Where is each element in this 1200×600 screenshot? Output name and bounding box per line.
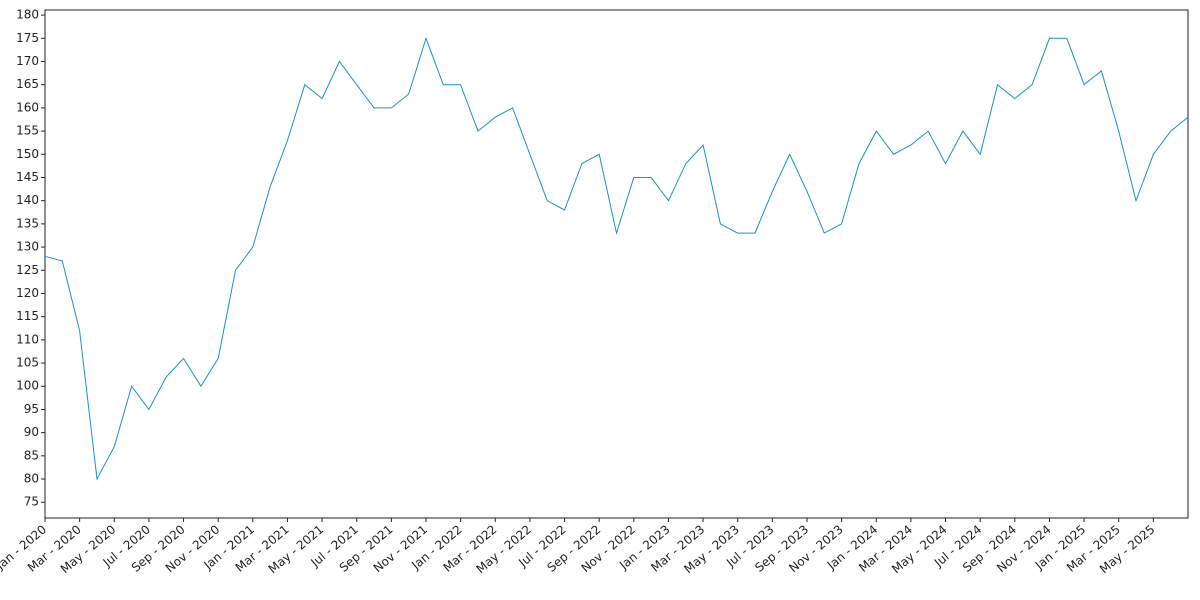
y-tick-label: 140: [16, 193, 39, 207]
y-tick-label: 160: [16, 100, 39, 114]
y-tick-label: 155: [16, 124, 39, 138]
y-tick-label: 170: [16, 54, 39, 68]
y-tick-label: 105: [16, 356, 39, 370]
y-tick-label: 165: [16, 77, 39, 91]
y-tick-label: 180: [16, 8, 39, 22]
y-tick-label: 135: [16, 216, 39, 230]
y-tick-label: 150: [16, 147, 39, 161]
y-tick-label: 130: [16, 240, 39, 254]
y-tick-label: 115: [16, 309, 39, 323]
y-tick-label: 100: [16, 379, 39, 393]
y-tick-label: 120: [16, 286, 39, 300]
y-tick-label: 80: [24, 472, 39, 486]
plot-frame: [44, 9, 1189, 519]
y-tick-label: 110: [16, 332, 39, 346]
y-tick-label: 125: [16, 263, 39, 277]
y-tick-label: 95: [24, 402, 39, 416]
price-line: [44, 36, 1189, 481]
y-tick-label: 145: [16, 170, 39, 184]
y-tick-label: 85: [24, 448, 39, 462]
y-tick-label: 175: [16, 31, 39, 45]
y-tick-label: 75: [24, 495, 39, 509]
y-tick-label: 90: [24, 425, 39, 439]
